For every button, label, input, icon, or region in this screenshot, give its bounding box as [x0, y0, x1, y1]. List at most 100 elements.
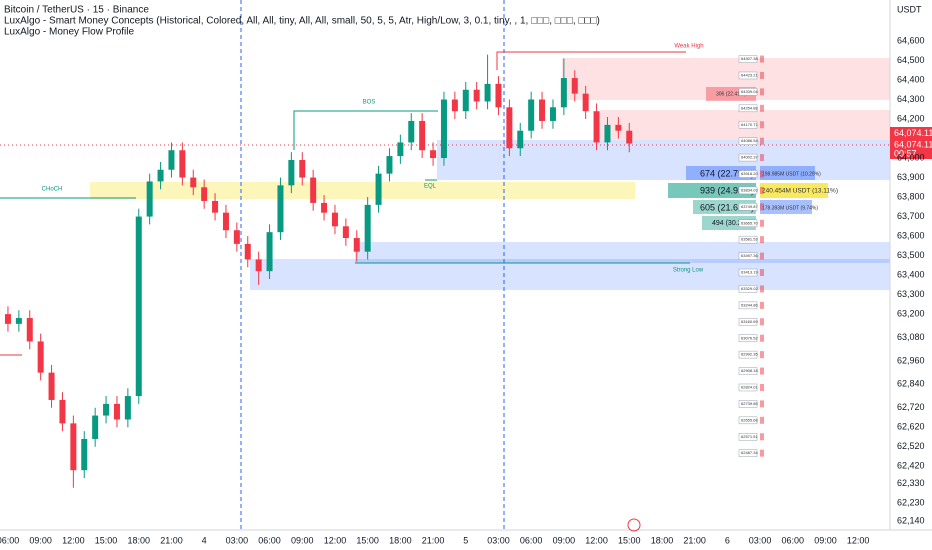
- profile-level-bar: [760, 433, 764, 441]
- candle-body: [135, 216, 142, 397]
- bos-label: BOS: [363, 100, 376, 106]
- weak-high-line: [496, 51, 686, 70]
- profile-level-box: [738, 219, 758, 228]
- x-tick-label: 12:00: [62, 535, 85, 545]
- profile-level-bar: [760, 186, 764, 194]
- x-tick-label: 06:00: [520, 535, 543, 545]
- profile-box: [760, 200, 812, 214]
- candle-body: [430, 150, 437, 159]
- y-tick-label: 63,700: [897, 211, 925, 221]
- x-tick-label: 09:00: [29, 535, 52, 545]
- candle-body: [103, 403, 110, 416]
- y-tick-label: 62,330: [897, 478, 925, 488]
- candle-body: [386, 156, 393, 174]
- candle-body: [560, 78, 567, 108]
- choch-label: CHoCH: [42, 187, 63, 193]
- profile-level-box: [738, 137, 758, 145]
- profile-level-label: 63160.69: [741, 319, 758, 324]
- candle-body: [277, 185, 284, 233]
- profile-level-bar: [760, 334, 764, 342]
- candle-body: [212, 200, 219, 213]
- profile-level-box: [738, 120, 758, 129]
- candle-body: [288, 159, 295, 186]
- profile-level-label: 63665.70: [741, 220, 758, 225]
- profile-level-box: [738, 400, 758, 408]
- x-tick-label: 06:00: [258, 535, 281, 545]
- x-tick-label: 18:00: [127, 535, 150, 545]
- x-tick-label: 21:00: [160, 535, 183, 545]
- profile-level-bar: [760, 236, 764, 244]
- profile-level-label: 62739.85: [741, 401, 758, 406]
- profile-level-bar: [760, 121, 764, 129]
- y-tick-label: 64,500: [897, 55, 925, 65]
- profile-box: [760, 166, 815, 180]
- candle-body: [113, 403, 120, 420]
- profile-label: 494 (30.29%): [712, 220, 754, 227]
- x-tick-label: 5: [463, 535, 468, 545]
- profile-level-bar: [760, 416, 764, 424]
- candle-body: [419, 120, 426, 151]
- profile-label: 605 (21.61%): [700, 202, 754, 212]
- countdown: 00:57: [894, 148, 917, 158]
- candle-body: [364, 204, 371, 252]
- candle-body: [168, 150, 175, 170]
- x-tick-label: 15:00: [356, 535, 379, 545]
- candle-body: [604, 124, 611, 143]
- profile-level-label: 64507.38: [741, 56, 758, 61]
- profile-level-bar: [760, 219, 764, 227]
- profile-level-label: 62487.34: [741, 450, 758, 455]
- candle-body: [92, 415, 99, 439]
- chart-title: Bitcoin / TetherUS · 15 · Binance: [4, 5, 149, 16]
- demand-zone: [250, 259, 890, 290]
- candle-body: [615, 124, 622, 131]
- candle-body: [222, 212, 229, 231]
- profile-level-bar: [760, 400, 764, 408]
- candle-body: [473, 89, 480, 102]
- y-tick-label: 63,080: [897, 332, 925, 342]
- candle-body: [124, 396, 131, 420]
- x-tick-label: 21:00: [422, 535, 445, 545]
- y-tick-label: 63,300: [897, 289, 925, 299]
- x-tick-label: 09:00: [291, 535, 314, 545]
- x-tick-label: 06:00: [0, 535, 19, 545]
- y-tick-label: 64,400: [897, 74, 925, 84]
- y-tick-label: 64,200: [897, 113, 925, 123]
- bos-line: [293, 110, 438, 150]
- axis-unit: USDT: [897, 4, 922, 14]
- profile-level-label: 64254.88: [741, 105, 758, 110]
- profile-level-bar: [760, 203, 764, 211]
- candle-body: [528, 99, 535, 131]
- profile-level-box: [738, 416, 758, 425]
- candle-body: [408, 120, 415, 143]
- profile-box: [686, 166, 756, 180]
- profile-level-bar: [760, 269, 764, 277]
- candle-body: [353, 238, 360, 252]
- y-tick-label: 62,140: [897, 515, 925, 525]
- candle-body: [244, 243, 251, 260]
- x-tick-label: 12:00: [324, 535, 347, 545]
- profile-level-label: 62908.18: [741, 368, 758, 373]
- profile-level-bar: [760, 367, 764, 375]
- profile-level-label: 63749.87: [741, 204, 758, 209]
- candle-body: [626, 130, 633, 144]
- profile-level-label: 64423.21: [741, 73, 758, 78]
- y-tick-label: 63,600: [897, 230, 925, 240]
- x-tick-label: 21:00: [683, 535, 706, 545]
- profile-level-box: [738, 383, 758, 392]
- y-tick-label: 62,520: [897, 441, 925, 451]
- candle-body: [190, 177, 197, 188]
- profile-level-label: 64339.04: [741, 89, 758, 94]
- candle-body: [233, 230, 240, 244]
- fvg-zone: [90, 182, 635, 199]
- candle-body: [549, 107, 556, 121]
- profile-level-box: [738, 268, 758, 277]
- profile-label: 198.985M USDT (10.29%): [762, 171, 821, 177]
- x-tick-label: 03:00: [487, 535, 510, 545]
- candle-body: [593, 111, 600, 143]
- profile-level-bar: [760, 285, 764, 293]
- profile-level-box: [738, 88, 758, 96]
- candle-body: [70, 423, 77, 471]
- candle-body: [4, 314, 11, 324]
- y-tick-label: 62,230: [897, 498, 925, 508]
- y-tick-label: 64,000: [897, 152, 925, 162]
